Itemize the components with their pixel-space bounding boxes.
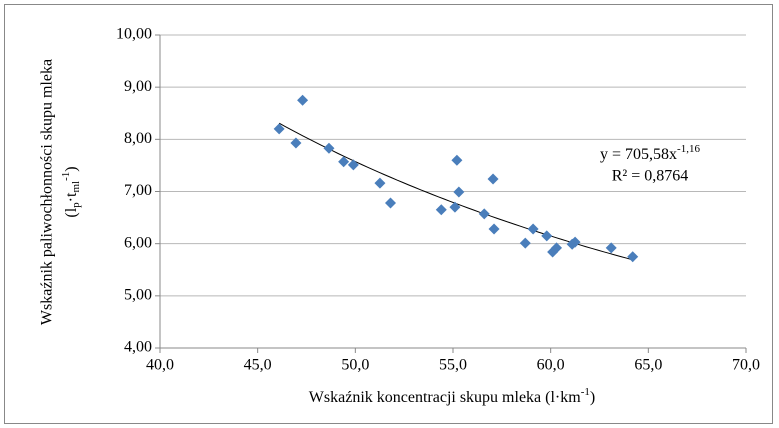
r-squared: R² = 0,8764 xyxy=(612,168,689,185)
point xyxy=(435,204,447,216)
point xyxy=(297,94,309,106)
x-tick-label: 55,0 xyxy=(439,357,467,374)
point xyxy=(273,123,285,135)
equation-text: y = 705,58x xyxy=(600,146,677,163)
x-label-end: ) xyxy=(590,389,595,406)
point xyxy=(487,173,499,185)
point xyxy=(478,208,490,220)
y-label-line2: (lp·tml-1) xyxy=(60,166,82,217)
y-axis-label: Wskaźnik paliwochłonności skupu mleka (l… xyxy=(39,59,82,325)
point xyxy=(453,186,465,198)
x-tick-label: 70,0 xyxy=(732,357,760,374)
x-axis-label: Wskaźnik koncentracji skupu mleka (l·km-… xyxy=(309,386,595,406)
point xyxy=(627,251,639,263)
y-label-part: ·t xyxy=(63,192,80,202)
y-label-line1: Wskaźnik paliwochłonności skupu mleka xyxy=(39,59,56,325)
x-tick-label: 60,0 xyxy=(537,357,565,374)
trend-equation: y = 705,58x-1,16 xyxy=(600,143,700,163)
point xyxy=(527,223,539,235)
x-tick-label: 45,0 xyxy=(244,357,272,374)
point xyxy=(347,159,359,171)
x-label-text: Wskaźnik koncentracji skupu mleka (l·km xyxy=(309,389,581,406)
x-tick-label: 40,0 xyxy=(146,357,174,374)
y-label-sub: ml xyxy=(70,181,82,193)
point xyxy=(374,177,386,189)
point xyxy=(519,237,531,249)
y-tick-label: 10,00 xyxy=(116,26,152,43)
y-tick-label: 9,00 xyxy=(124,78,152,95)
x-tick-label: 65,0 xyxy=(634,357,662,374)
equation-exponent: -1,16 xyxy=(677,143,700,155)
y-label-sup: -1 xyxy=(60,172,72,181)
point xyxy=(605,242,617,254)
point xyxy=(488,223,500,235)
y-label-part: ) xyxy=(63,166,80,171)
point xyxy=(338,156,350,168)
y-tick-label: 4,00 xyxy=(124,339,152,356)
point xyxy=(290,137,302,149)
y-tick-label: 6,00 xyxy=(124,234,152,251)
point xyxy=(449,201,461,213)
point xyxy=(569,236,581,248)
chart-frame xyxy=(4,4,773,424)
point xyxy=(451,154,463,166)
point xyxy=(551,242,563,254)
y-tick-label: 7,00 xyxy=(124,182,152,199)
x-tick-label: 50,0 xyxy=(341,357,369,374)
y-tick-label: 5,00 xyxy=(124,287,152,304)
y-tick-label: 8,00 xyxy=(124,130,152,147)
point xyxy=(541,230,553,242)
point xyxy=(384,197,396,209)
point xyxy=(323,142,335,154)
y-label-sub: p xyxy=(70,202,82,208)
x-label-sup: -1 xyxy=(581,386,590,398)
y-label-part: (l xyxy=(63,207,80,217)
